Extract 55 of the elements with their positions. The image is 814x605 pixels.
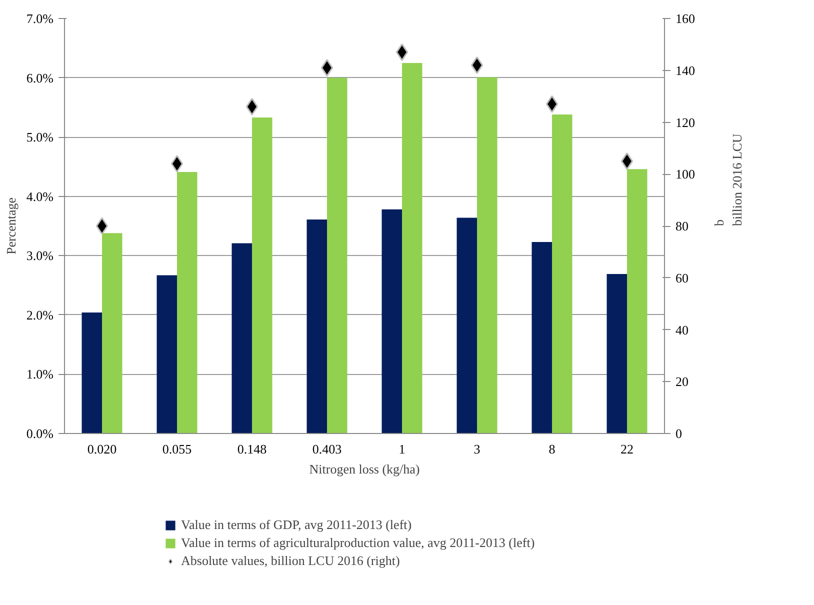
bar (82, 312, 102, 434)
y2-tick-label: 0 (676, 426, 682, 441)
point (96, 217, 108, 235)
bar (552, 114, 572, 434)
x-tick-label: 0.055 (162, 442, 192, 456)
x-tick-label: 1 (398, 442, 406, 456)
y2-tick-label: 100 (676, 166, 695, 182)
y2-tick-label: 80 (676, 218, 688, 234)
y-tick-label: 1.0% (26, 366, 54, 382)
y-tick-label: 3.0% (26, 248, 54, 264)
y-tick-label: 5.0% (26, 130, 54, 145)
y-axis-title: Percentage (3, 197, 18, 255)
y2-tick-label: 140 (676, 62, 695, 78)
y2-tick-label: 20 (676, 374, 688, 390)
x-tick-label: 0.148 (237, 442, 267, 456)
bar (327, 78, 348, 434)
y-tick-label: 6.0% (26, 70, 54, 86)
x-tick-label: 3 (474, 442, 480, 456)
point (246, 98, 258, 116)
y-tick-label: 0.0% (26, 426, 54, 441)
bar (177, 172, 198, 434)
legend-label: Absolute values, billion LCU 2016 (right) (181, 553, 400, 569)
point (170, 155, 184, 172)
x-tick-label: 22 (620, 442, 634, 456)
point (620, 152, 634, 170)
bar (456, 218, 477, 434)
legend-label: Value in terms of GDP, avg 2011-2013 (left) (181, 517, 412, 533)
y2-tick-label: 160 (676, 11, 695, 26)
y2-axis-title: b billion 2016 LCU (712, 132, 744, 226)
bar (232, 243, 252, 434)
bar (252, 118, 272, 434)
point (320, 59, 334, 77)
bar (402, 62, 422, 434)
bar (477, 77, 498, 434)
y2-tick-label: 120 (676, 114, 695, 130)
bar (382, 209, 402, 434)
bar (102, 233, 122, 434)
point (546, 95, 558, 113)
point (396, 43, 408, 61)
y2-tick-label: 40 (676, 322, 688, 338)
x-axis-title: Nitrogen loss (kg/ha) (309, 462, 420, 476)
x-tick-label: 0.020 (87, 442, 117, 456)
y-tick-label: 4.0% (26, 188, 54, 204)
bar (532, 242, 552, 434)
y-tick-label: 2.0% (26, 307, 54, 322)
bar (156, 275, 177, 434)
bar (306, 219, 327, 434)
y2-tick-label: 60 (676, 270, 688, 286)
bar (627, 169, 648, 434)
x-tick-label: 8 (548, 442, 556, 456)
point (470, 56, 484, 74)
x-tick-label: 0.403 (312, 442, 342, 456)
legend-label: Value in terms of agriculturalproduction value, avg 2011-2013 (left) (181, 535, 535, 551)
y-tick-label: 7.0% (26, 11, 54, 26)
bar (606, 274, 627, 434)
